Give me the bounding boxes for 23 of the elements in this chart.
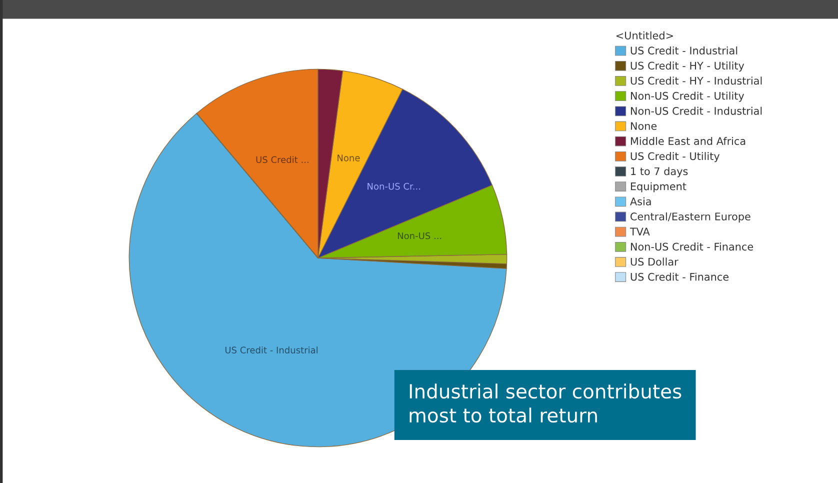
text: Non-US Cr... [368,182,420,190]
legend-label: Non-US Credit - Utility [630,92,744,102]
text: Industrial sector contributes most to total return [410,384,682,423]
legend-label: 1 to 7 days [631,167,688,178]
legend-label: US Credit - Utility [630,152,720,162]
legend-label: Non-US Credit - Industrial [630,106,762,115]
legend-label: Asia [630,197,651,206]
legend-label: US Credit - HY - Industrial [630,76,762,85]
slice-label: None [338,154,360,162]
legend-label: US Credit - HY - Utility [630,62,744,72]
legend-label: TVA [630,228,650,236]
legend-label: US Credit - Industrial [630,46,738,55]
legend-label: Middle East and Africa [630,136,746,146]
legend-label: Non-US Credit - Finance [630,242,754,251]
legend-label: US Credit - Finance [630,272,729,281]
slice-label: US Credit - Industrial [225,346,318,354]
legend-label: None [630,122,657,130]
text: Non-US ... [398,232,442,240]
legend-label: Equipment [630,182,686,192]
legend-label: US Dollar [630,258,678,266]
legend-title: <Untitled> [616,31,673,40]
legend-label: Central/Eastern Europe [630,212,750,222]
text: US Credit ... [256,156,308,164]
